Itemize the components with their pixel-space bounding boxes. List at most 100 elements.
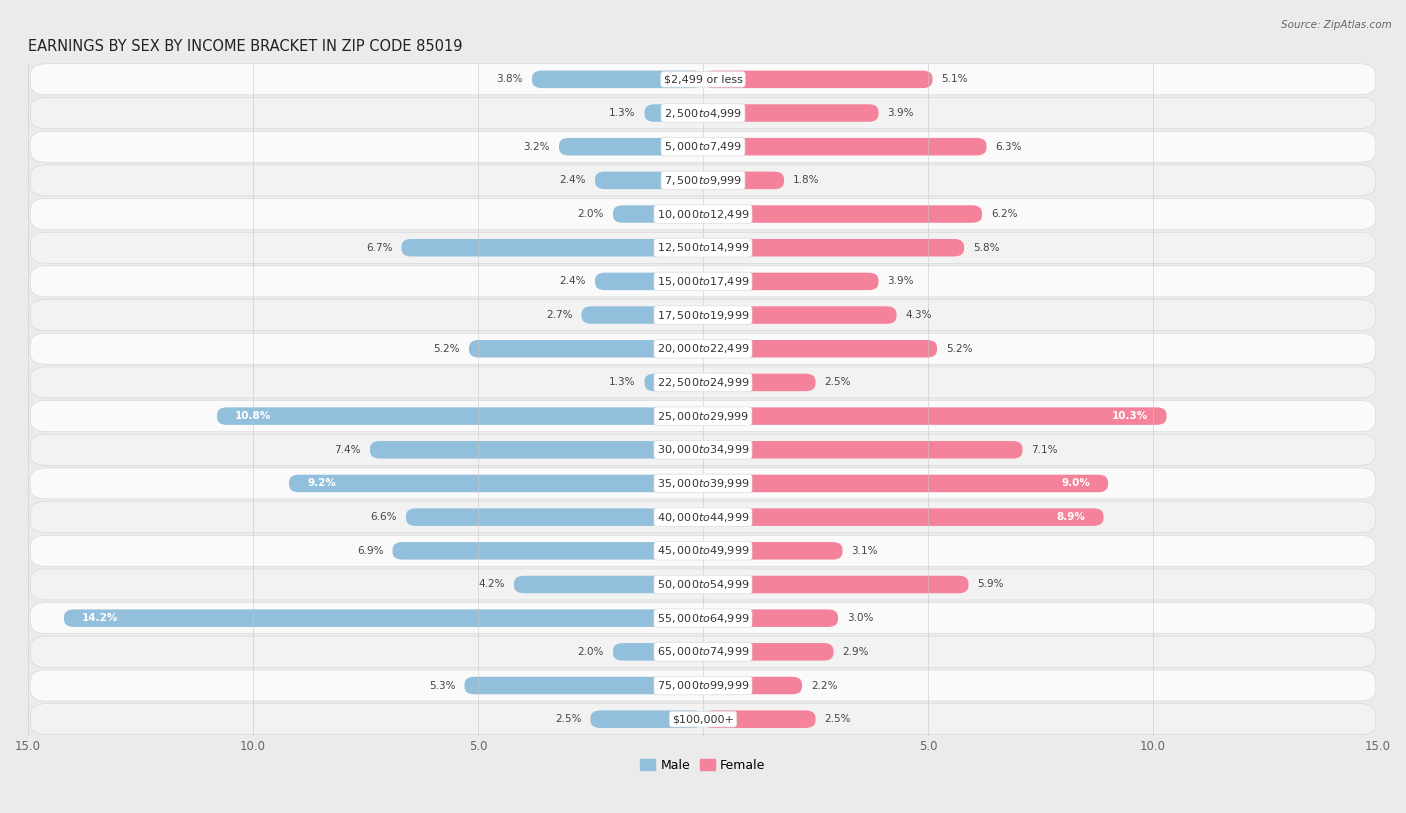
Text: 7.1%: 7.1% <box>1032 445 1057 454</box>
FancyBboxPatch shape <box>644 374 703 391</box>
FancyBboxPatch shape <box>703 374 815 391</box>
Text: 6.9%: 6.9% <box>357 546 384 556</box>
FancyBboxPatch shape <box>470 340 703 358</box>
FancyBboxPatch shape <box>644 104 703 122</box>
FancyBboxPatch shape <box>31 233 1375 263</box>
Text: 3.9%: 3.9% <box>887 108 914 118</box>
Text: 4.3%: 4.3% <box>905 310 932 320</box>
Text: $75,000 to $99,999: $75,000 to $99,999 <box>657 679 749 692</box>
Text: 8.9%: 8.9% <box>1057 512 1085 522</box>
Text: 1.3%: 1.3% <box>609 377 636 388</box>
FancyBboxPatch shape <box>31 401 1375 432</box>
Text: $2,500 to $4,999: $2,500 to $4,999 <box>664 107 742 120</box>
FancyBboxPatch shape <box>31 198 1375 229</box>
FancyBboxPatch shape <box>515 576 703 593</box>
Text: 4.2%: 4.2% <box>478 580 505 589</box>
Text: $5,000 to $7,499: $5,000 to $7,499 <box>664 140 742 153</box>
Text: $22,500 to $24,999: $22,500 to $24,999 <box>657 376 749 389</box>
FancyBboxPatch shape <box>31 131 1375 162</box>
FancyBboxPatch shape <box>703 239 965 256</box>
FancyBboxPatch shape <box>31 535 1375 567</box>
FancyBboxPatch shape <box>31 468 1375 499</box>
Text: 6.2%: 6.2% <box>991 209 1018 219</box>
Text: 3.2%: 3.2% <box>523 141 550 152</box>
FancyBboxPatch shape <box>703 475 1108 492</box>
FancyBboxPatch shape <box>703 71 932 88</box>
Text: 10.8%: 10.8% <box>235 411 271 421</box>
Text: 5.3%: 5.3% <box>429 680 456 690</box>
Text: 5.2%: 5.2% <box>433 344 460 354</box>
FancyBboxPatch shape <box>595 172 703 189</box>
FancyBboxPatch shape <box>392 542 703 559</box>
FancyBboxPatch shape <box>613 206 703 223</box>
FancyBboxPatch shape <box>703 206 981 223</box>
Text: $55,000 to $64,999: $55,000 to $64,999 <box>657 611 749 624</box>
Text: $45,000 to $49,999: $45,000 to $49,999 <box>657 545 749 558</box>
Text: $65,000 to $74,999: $65,000 to $74,999 <box>657 646 749 659</box>
FancyBboxPatch shape <box>703 172 785 189</box>
FancyBboxPatch shape <box>703 340 936 358</box>
Text: 2.5%: 2.5% <box>824 714 851 724</box>
Text: 2.0%: 2.0% <box>578 209 605 219</box>
Text: 7.4%: 7.4% <box>335 445 361 454</box>
Text: $2,499 or less: $2,499 or less <box>664 74 742 85</box>
FancyBboxPatch shape <box>582 307 703 324</box>
Text: $30,000 to $34,999: $30,000 to $34,999 <box>657 443 749 456</box>
FancyBboxPatch shape <box>591 711 703 728</box>
Text: $10,000 to $12,499: $10,000 to $12,499 <box>657 207 749 220</box>
Text: 1.8%: 1.8% <box>793 176 820 185</box>
Text: 2.7%: 2.7% <box>546 310 572 320</box>
Text: 6.3%: 6.3% <box>995 141 1022 152</box>
Text: $20,000 to $22,499: $20,000 to $22,499 <box>657 342 749 355</box>
Text: 2.0%: 2.0% <box>578 647 605 657</box>
FancyBboxPatch shape <box>31 637 1375 667</box>
Text: 5.1%: 5.1% <box>942 74 967 85</box>
FancyBboxPatch shape <box>31 98 1375 128</box>
FancyBboxPatch shape <box>402 239 703 256</box>
FancyBboxPatch shape <box>65 610 703 627</box>
Text: $25,000 to $29,999: $25,000 to $29,999 <box>657 410 749 423</box>
Text: Source: ZipAtlas.com: Source: ZipAtlas.com <box>1281 20 1392 30</box>
Text: 1.3%: 1.3% <box>609 108 636 118</box>
FancyBboxPatch shape <box>290 475 703 492</box>
Text: 2.5%: 2.5% <box>555 714 582 724</box>
Text: $7,500 to $9,999: $7,500 to $9,999 <box>664 174 742 187</box>
FancyBboxPatch shape <box>31 502 1375 533</box>
FancyBboxPatch shape <box>31 670 1375 701</box>
Text: $15,000 to $17,499: $15,000 to $17,499 <box>657 275 749 288</box>
FancyBboxPatch shape <box>703 711 815 728</box>
Text: 6.7%: 6.7% <box>366 243 392 253</box>
FancyBboxPatch shape <box>703 643 834 661</box>
Legend: Male, Female: Male, Female <box>636 754 770 777</box>
FancyBboxPatch shape <box>703 542 842 559</box>
FancyBboxPatch shape <box>464 676 703 694</box>
Text: 2.4%: 2.4% <box>560 276 586 286</box>
FancyBboxPatch shape <box>703 441 1022 459</box>
FancyBboxPatch shape <box>217 407 703 425</box>
Text: EARNINGS BY SEX BY INCOME BRACKET IN ZIP CODE 85019: EARNINGS BY SEX BY INCOME BRACKET IN ZIP… <box>28 39 463 54</box>
Text: 9.0%: 9.0% <box>1062 479 1090 489</box>
Text: 9.2%: 9.2% <box>307 479 336 489</box>
FancyBboxPatch shape <box>406 508 703 526</box>
FancyBboxPatch shape <box>531 71 703 88</box>
FancyBboxPatch shape <box>31 434 1375 465</box>
FancyBboxPatch shape <box>31 367 1375 398</box>
FancyBboxPatch shape <box>703 676 801 694</box>
Text: 5.2%: 5.2% <box>946 344 973 354</box>
FancyBboxPatch shape <box>31 602 1375 633</box>
FancyBboxPatch shape <box>703 610 838 627</box>
Text: 2.2%: 2.2% <box>811 680 838 690</box>
FancyBboxPatch shape <box>703 138 987 155</box>
Text: 6.6%: 6.6% <box>371 512 396 522</box>
Text: 5.9%: 5.9% <box>977 580 1004 589</box>
FancyBboxPatch shape <box>595 272 703 290</box>
FancyBboxPatch shape <box>703 307 897 324</box>
Text: 3.0%: 3.0% <box>846 613 873 624</box>
Text: 3.1%: 3.1% <box>852 546 877 556</box>
FancyBboxPatch shape <box>703 508 1104 526</box>
Text: 14.2%: 14.2% <box>82 613 118 624</box>
FancyBboxPatch shape <box>613 643 703 661</box>
Text: $50,000 to $54,999: $50,000 to $54,999 <box>657 578 749 591</box>
Text: 2.4%: 2.4% <box>560 176 586 185</box>
FancyBboxPatch shape <box>31 299 1375 331</box>
